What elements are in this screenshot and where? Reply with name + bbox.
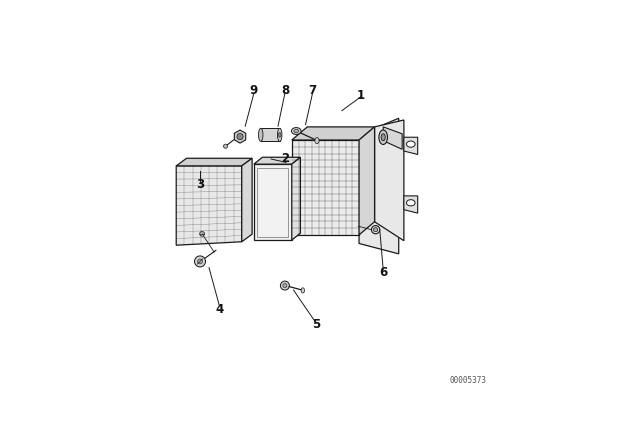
Circle shape [374, 228, 378, 232]
Text: 2: 2 [281, 152, 289, 165]
Ellipse shape [278, 133, 281, 137]
Polygon shape [254, 157, 300, 164]
Polygon shape [292, 127, 374, 140]
Polygon shape [234, 130, 246, 143]
Ellipse shape [379, 130, 387, 145]
Polygon shape [176, 166, 242, 245]
Circle shape [283, 284, 287, 288]
Text: 7: 7 [308, 84, 317, 97]
Text: 5: 5 [312, 318, 320, 331]
Ellipse shape [278, 128, 282, 142]
Ellipse shape [406, 141, 415, 147]
Circle shape [223, 144, 228, 148]
Ellipse shape [301, 288, 305, 293]
Text: 4: 4 [215, 302, 223, 315]
Bar [260, 128, 280, 142]
Ellipse shape [259, 128, 263, 142]
Polygon shape [404, 137, 418, 155]
Circle shape [280, 281, 289, 290]
Polygon shape [242, 158, 252, 242]
Circle shape [200, 232, 205, 236]
Polygon shape [292, 157, 300, 240]
Ellipse shape [315, 138, 319, 144]
Text: 3: 3 [196, 178, 204, 191]
Circle shape [371, 225, 380, 234]
Bar [292, 140, 359, 235]
Text: 6: 6 [379, 266, 387, 279]
Polygon shape [359, 118, 399, 254]
Polygon shape [359, 127, 374, 235]
Text: 00005373: 00005373 [450, 376, 486, 385]
Polygon shape [383, 127, 402, 149]
Circle shape [195, 256, 205, 267]
Text: 8: 8 [281, 84, 289, 97]
Polygon shape [176, 158, 252, 166]
Circle shape [237, 134, 243, 140]
Ellipse shape [406, 200, 415, 206]
Text: 9: 9 [250, 84, 258, 97]
Bar [257, 168, 289, 237]
Ellipse shape [381, 134, 385, 141]
Text: 1: 1 [356, 89, 365, 102]
Polygon shape [404, 196, 418, 213]
Polygon shape [374, 120, 404, 241]
Bar [254, 164, 292, 240]
Ellipse shape [294, 129, 299, 133]
Circle shape [198, 259, 202, 264]
Ellipse shape [291, 128, 301, 134]
